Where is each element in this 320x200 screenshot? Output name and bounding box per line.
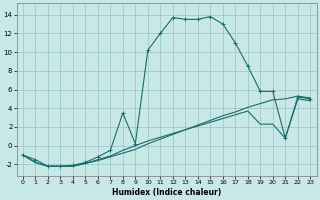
X-axis label: Humidex (Indice chaleur): Humidex (Indice chaleur): [112, 188, 221, 197]
